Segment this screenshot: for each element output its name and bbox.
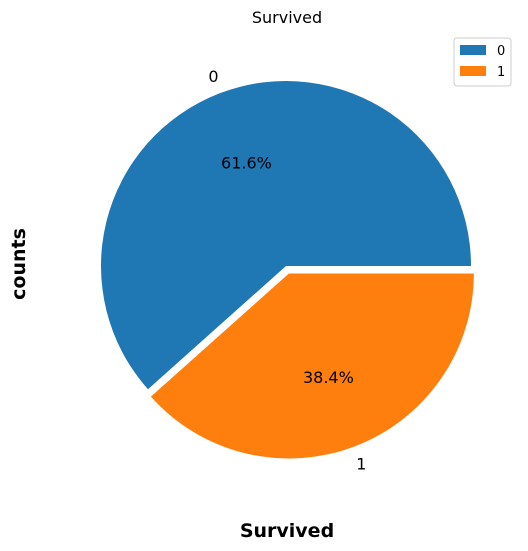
percent-label-1: 38.4% xyxy=(303,368,354,387)
slice-label-1: 1 xyxy=(356,455,366,474)
legend-entries: 01 xyxy=(460,44,505,80)
pie-percent-labels: 61.6% 38.4% xyxy=(221,153,354,387)
legend-label-0: 0 xyxy=(497,44,505,59)
legend-label-1: 1 xyxy=(497,65,505,80)
pie-slices xyxy=(101,81,474,459)
legend-swatch-0 xyxy=(460,45,486,55)
percent-label-0: 61.6% xyxy=(221,153,272,172)
pie-slice-0 xyxy=(101,81,471,390)
slice-label-0: 0 xyxy=(208,67,218,86)
legend-swatch-1 xyxy=(460,66,486,76)
pie-slice-labels: 01 xyxy=(208,67,366,474)
legend: 01 xyxy=(453,37,512,87)
x-axis-label: Survived xyxy=(240,520,334,542)
chart-title: Survived xyxy=(252,8,322,27)
y-axis-label: counts xyxy=(8,228,30,300)
pie-slice-1 xyxy=(150,273,474,459)
